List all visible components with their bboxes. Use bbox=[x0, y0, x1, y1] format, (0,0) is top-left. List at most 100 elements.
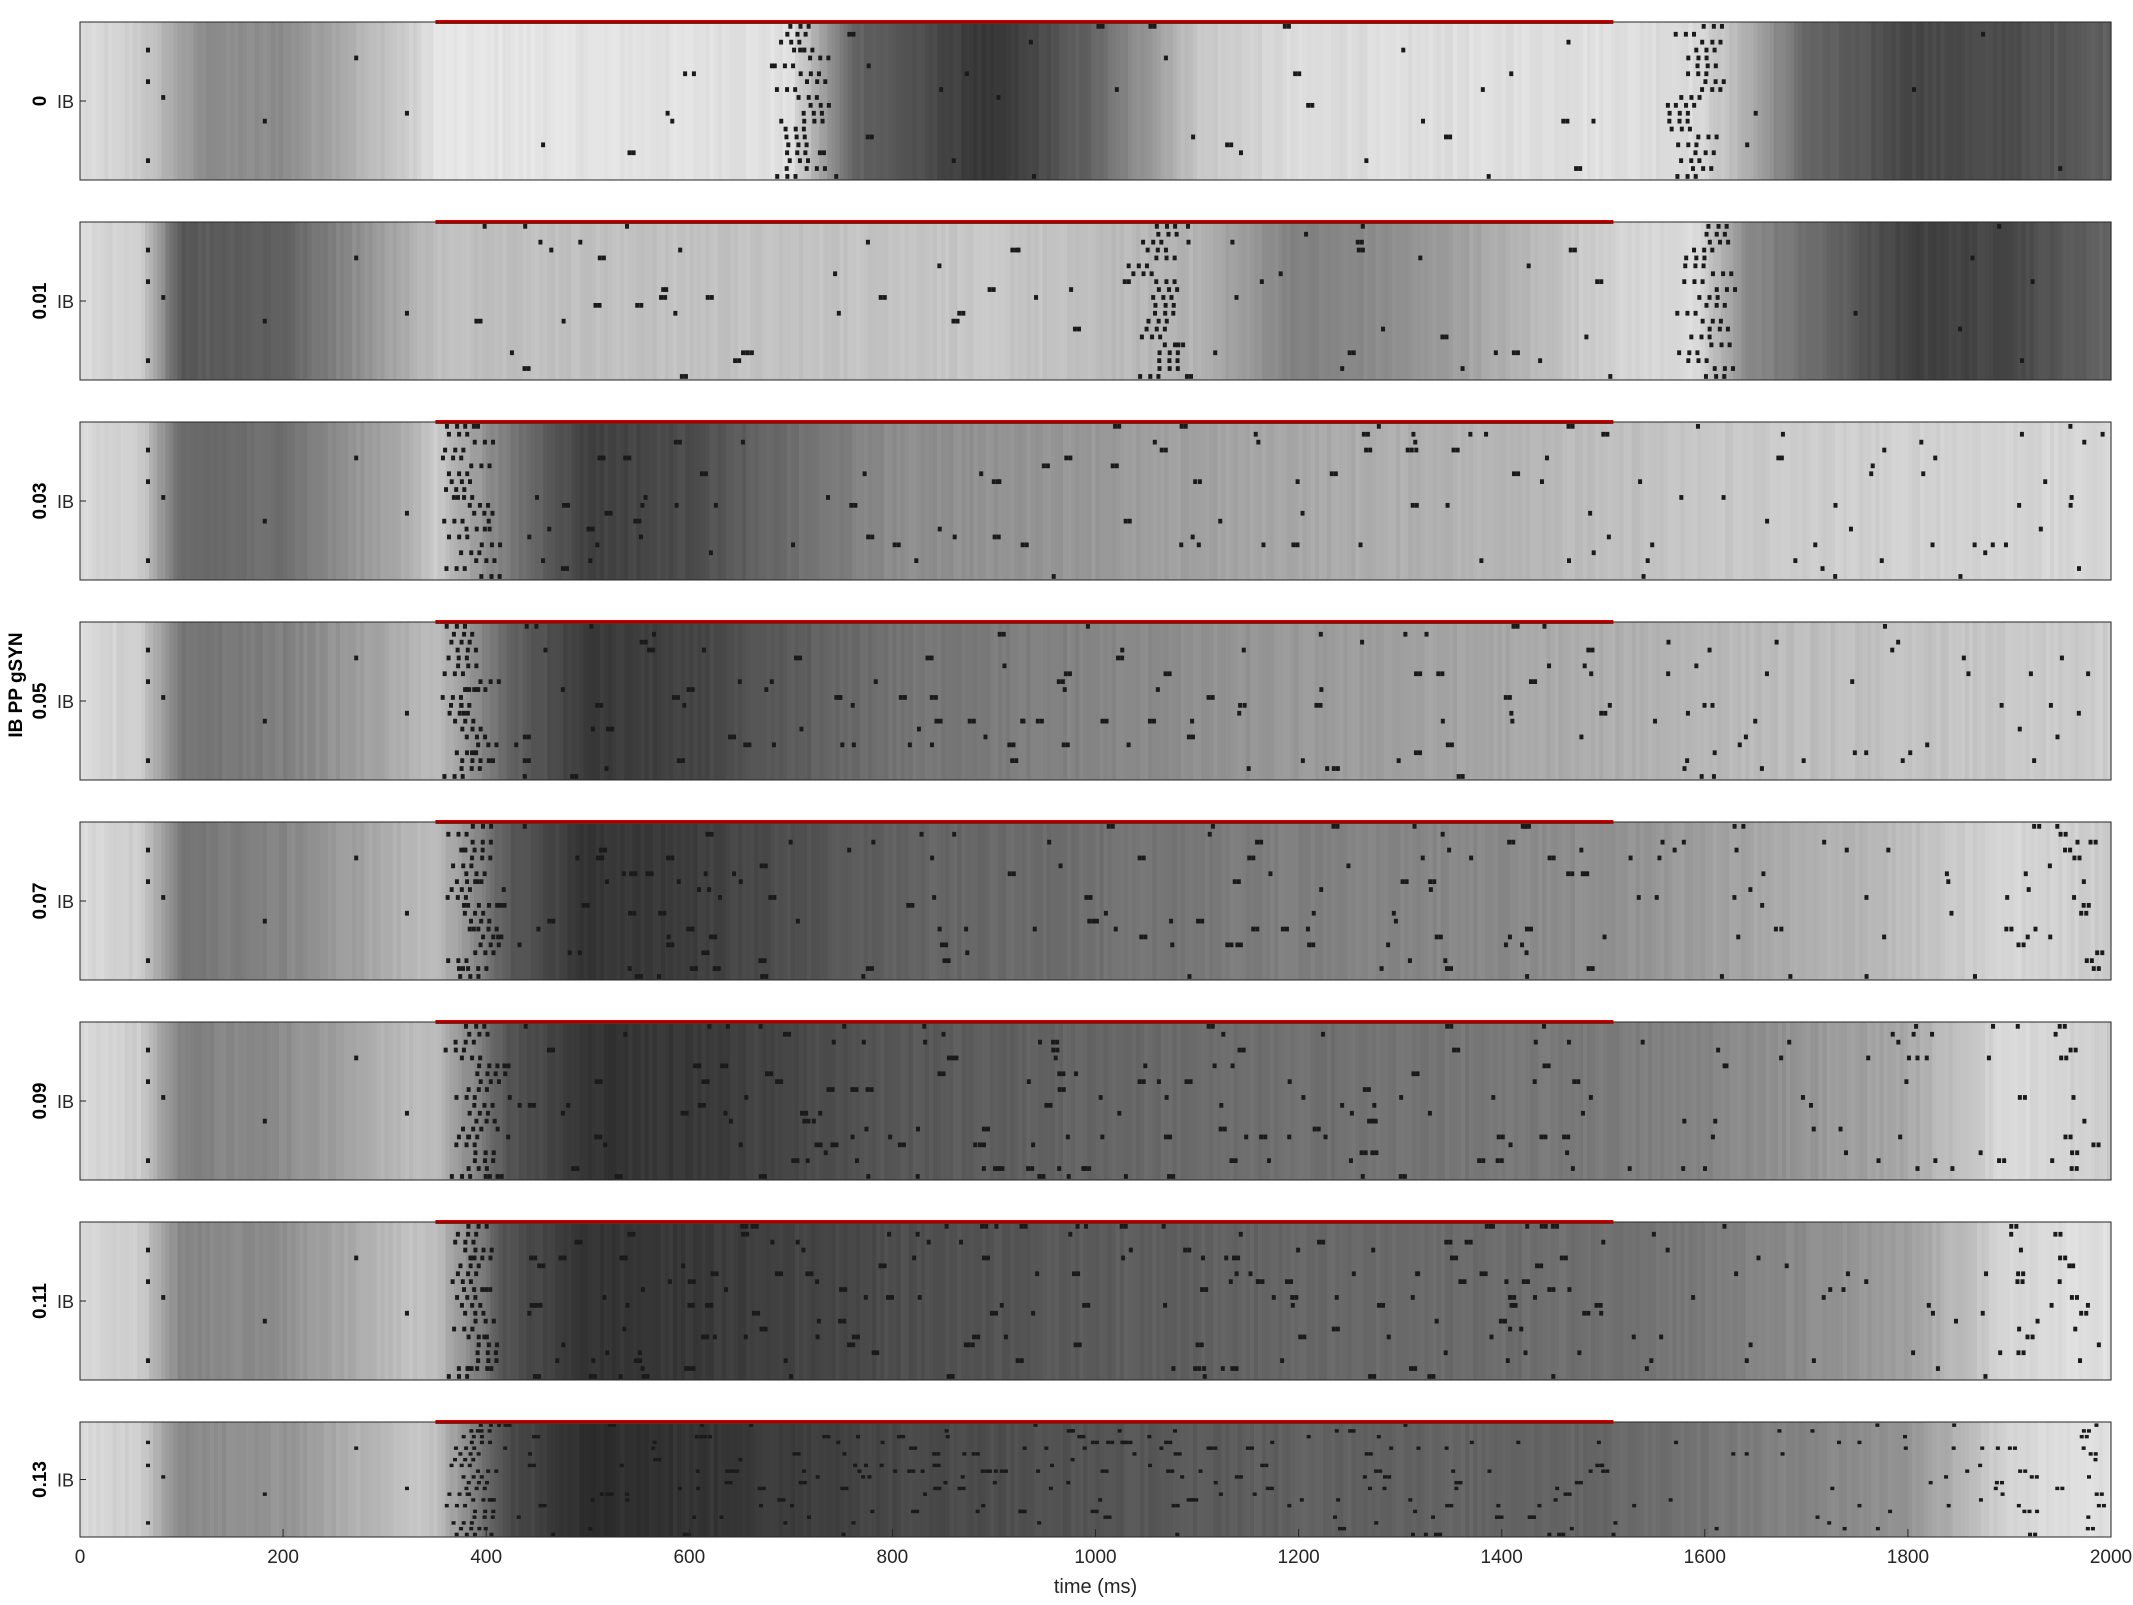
background-strip bbox=[1234, 422, 1239, 580]
background-strip bbox=[783, 222, 788, 380]
background-strip bbox=[1205, 1222, 1210, 1380]
background-strip bbox=[771, 822, 776, 980]
background-strip bbox=[876, 1022, 881, 1180]
background-strip bbox=[1449, 622, 1454, 780]
background-strip bbox=[482, 1222, 487, 1380]
background-strip bbox=[791, 1022, 796, 1180]
spike-mark bbox=[1511, 840, 1515, 845]
background-strip bbox=[1705, 22, 1710, 180]
background-strip bbox=[348, 422, 353, 580]
spike-mark bbox=[1034, 295, 1038, 300]
background-strip bbox=[1408, 822, 1413, 980]
spike-mark bbox=[799, 727, 803, 732]
spike-mark bbox=[1572, 1079, 1576, 1084]
background-strip bbox=[1108, 1022, 1113, 1180]
spike-mark bbox=[919, 832, 923, 837]
background-strip bbox=[1664, 822, 1669, 980]
spike-mark bbox=[1719, 319, 1723, 324]
background-strip bbox=[511, 1222, 516, 1380]
spike-mark bbox=[1325, 766, 1329, 771]
spike-mark bbox=[1700, 774, 1704, 779]
background-strip bbox=[1729, 822, 1734, 980]
background-strip bbox=[730, 822, 735, 980]
background-strip bbox=[450, 22, 455, 180]
spike-mark bbox=[1666, 671, 1670, 676]
spike-mark bbox=[460, 727, 464, 732]
background-strip bbox=[572, 1222, 577, 1380]
background-strip bbox=[1290, 1222, 1295, 1380]
background-strip bbox=[1347, 222, 1352, 380]
spike-mark bbox=[1154, 279, 1158, 284]
background-strip bbox=[474, 1222, 479, 1380]
background-strip bbox=[255, 622, 260, 780]
background-strip bbox=[1400, 422, 1405, 580]
spike-mark bbox=[1304, 232, 1308, 237]
background-strip bbox=[1989, 222, 1994, 380]
background-strip bbox=[1225, 1222, 1230, 1380]
background-strip bbox=[612, 222, 617, 380]
background-strip bbox=[1079, 222, 1084, 380]
background-strip bbox=[177, 622, 182, 780]
background-strip bbox=[1477, 822, 1482, 980]
spike-mark bbox=[673, 311, 677, 316]
background-strip bbox=[701, 422, 706, 580]
background-strip bbox=[1697, 22, 1702, 180]
spike-mark bbox=[1586, 648, 1590, 653]
background-strip bbox=[1311, 1022, 1316, 1180]
background-strip bbox=[336, 422, 341, 580]
spike-mark bbox=[354, 56, 358, 61]
background-strip bbox=[214, 822, 219, 980]
background-strip bbox=[2018, 622, 2023, 780]
background-strip bbox=[1514, 1222, 1519, 1380]
background-strip bbox=[1059, 422, 1064, 580]
background-strip bbox=[1644, 822, 1649, 980]
background-strip bbox=[1583, 822, 1588, 980]
background-strip bbox=[1018, 822, 1023, 980]
background-strip bbox=[385, 822, 390, 980]
spike-mark bbox=[1148, 24, 1152, 29]
spike-mark bbox=[2004, 542, 2008, 547]
background-strip bbox=[665, 1022, 670, 1180]
spike-mark bbox=[489, 840, 493, 845]
background-strip bbox=[482, 822, 487, 980]
background-strip bbox=[1802, 422, 1807, 580]
spike-mark bbox=[454, 1142, 458, 1147]
background-strip bbox=[490, 222, 495, 380]
background-strip bbox=[1124, 822, 1129, 980]
background-strip bbox=[1043, 622, 1048, 780]
background-strip bbox=[1867, 1022, 1872, 1180]
background-strip bbox=[1640, 1022, 1645, 1180]
background-strip bbox=[1754, 422, 1759, 580]
spike-mark bbox=[503, 903, 507, 908]
background-strip bbox=[507, 422, 512, 580]
background-strip bbox=[986, 1222, 991, 1380]
background-strip bbox=[1794, 22, 1799, 180]
background-strip bbox=[917, 622, 922, 780]
background-strip bbox=[1668, 222, 1673, 380]
spike-mark bbox=[146, 848, 150, 853]
background-strip bbox=[592, 1022, 597, 1180]
spike-mark bbox=[2033, 927, 2037, 932]
spike-mark bbox=[1668, 111, 1672, 116]
row-label: IB bbox=[57, 492, 74, 512]
background-strip bbox=[726, 822, 731, 980]
spike-mark bbox=[1036, 719, 1040, 724]
background-strip bbox=[1522, 1022, 1527, 1180]
background-strip bbox=[1278, 422, 1283, 580]
background-strip bbox=[896, 822, 901, 980]
background-strip bbox=[186, 1222, 191, 1380]
spike-mark bbox=[1319, 632, 1323, 637]
spike-mark bbox=[1306, 103, 1310, 108]
background-strip bbox=[860, 622, 865, 780]
spike-mark bbox=[1167, 1174, 1171, 1179]
background-strip bbox=[1022, 422, 1027, 580]
background-strip bbox=[226, 1022, 231, 1180]
background-strip bbox=[1156, 22, 1161, 180]
spike-mark bbox=[1410, 448, 1414, 453]
background-strip bbox=[746, 622, 751, 780]
spike-mark bbox=[1731, 366, 1735, 371]
background-strip bbox=[385, 1222, 390, 1380]
background-strip bbox=[1583, 222, 1588, 380]
background-strip bbox=[1120, 422, 1125, 580]
spike-mark bbox=[2077, 566, 2081, 571]
